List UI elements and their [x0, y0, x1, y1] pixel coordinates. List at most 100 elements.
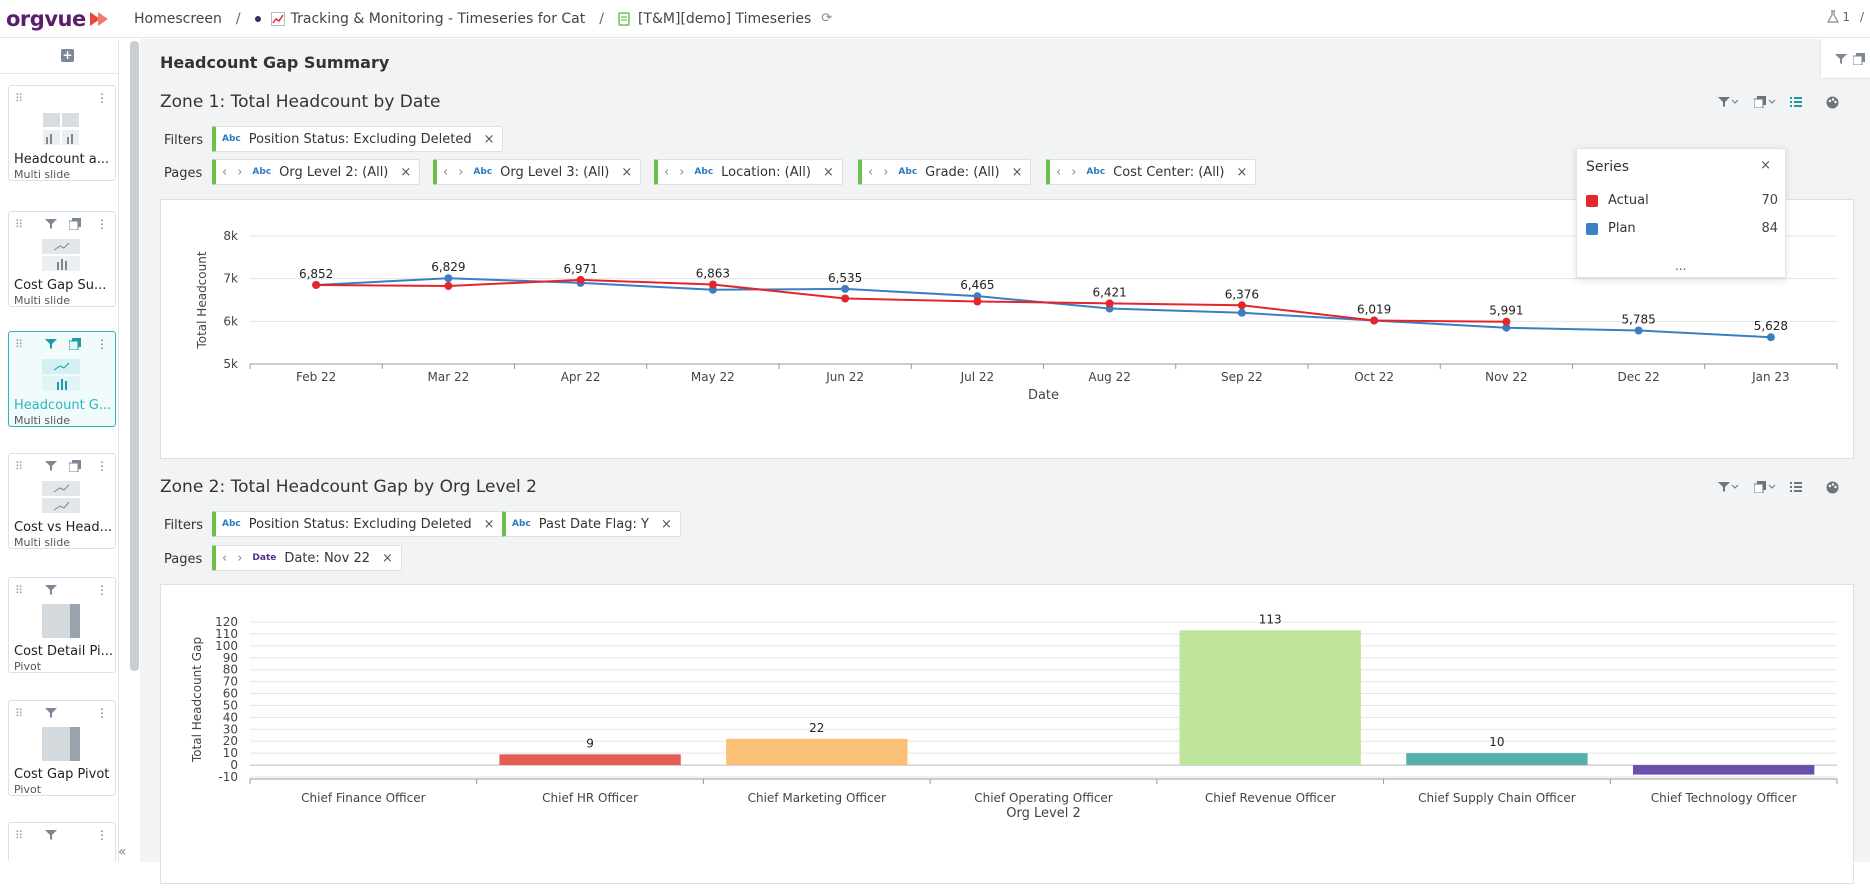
breadcrumb-project[interactable]: Tracking & Monitoring - Timeseries for C… — [254, 10, 586, 27]
page-pill[interactable]: ‹ › Abc Cost Center: (All) × — [1046, 159, 1257, 185]
remove-filter-icon[interactable]: × — [660, 516, 672, 532]
legend-toggle[interactable] — [1790, 95, 1812, 109]
filter-icon[interactable] — [45, 707, 57, 719]
x-tick-label: Chief Marketing Officer — [748, 791, 886, 805]
panel-scrollbar[interactable] — [130, 41, 139, 671]
slide-card[interactable]: ⠿ ⋮ Cost Gap Su... Multi slide — [8, 211, 116, 307]
more-options-icon[interactable]: ⋮ — [96, 583, 108, 597]
breadcrumb-dataset[interactable]: [T&M][demo] Timeseries ⟳ — [618, 11, 832, 27]
slide-card[interactable]: ⠿ ⋮ Cost Detail Pi... Pivot — [8, 577, 116, 673]
remove-page-icon[interactable]: × — [1011, 164, 1023, 180]
slide-card[interactable]: ⠿ ⋮ Headcount a... Multi slide — [8, 85, 116, 181]
copy-icon[interactable] — [69, 460, 81, 472]
filter-icon[interactable] — [45, 338, 57, 350]
collapse-panel-icon[interactable]: « — [118, 844, 127, 860]
next-page-icon[interactable]: › — [883, 164, 889, 180]
zone2-toolbar — [1718, 480, 1848, 494]
palette-button[interactable] — [1826, 480, 1848, 494]
zone-copy-menu[interactable] — [1754, 480, 1776, 494]
x-tick-label: Apr 22 — [561, 370, 601, 384]
filter-icon[interactable] — [45, 829, 57, 841]
more-options-icon[interactable]: ⋮ — [96, 217, 108, 231]
zone-filter-menu[interactable] — [1718, 480, 1740, 494]
slide-card[interactable]: ⠿ ⋮ Cost Gap Pivot Pivot — [8, 700, 116, 796]
prev-page-icon[interactable]: ‹ — [868, 164, 874, 180]
more-options-icon[interactable]: ⋮ — [96, 828, 108, 842]
remove-filter-icon[interactable]: × — [483, 131, 495, 147]
zone-filter-menu[interactable] — [1718, 95, 1740, 109]
page-pill[interactable]: ‹ › Abc Grade: (All) × — [858, 159, 1032, 185]
x-tick-label: Oct 22 — [1354, 370, 1394, 384]
filter-pill[interactable]: Abc Position Status: Excluding Deleted × — [212, 126, 504, 152]
breadcrumb-project-label: Tracking & Monitoring - Timeseries for C… — [290, 10, 586, 27]
orgvue-logo[interactable]: orgvue — [6, 7, 116, 31]
drag-handle-icon[interactable]: ⠿ — [15, 707, 23, 720]
refresh-icon[interactable]: ⟳ — [821, 11, 833, 26]
prev-page-icon[interactable]: ‹ — [222, 550, 228, 566]
data-point-actual — [1105, 299, 1114, 308]
user-count: 1 — [1842, 10, 1850, 24]
prev-page-icon[interactable]: ‹ — [222, 164, 228, 180]
remove-page-icon[interactable]: × — [400, 164, 412, 180]
bar-data-label: 10 — [1489, 735, 1504, 749]
page-title: Headcount Gap Summary — [160, 53, 390, 72]
series-item-actual[interactable]: Actual 70 — [1586, 193, 1778, 208]
more-options-icon[interactable]: ⋮ — [96, 91, 108, 105]
more-options-icon[interactable]: ⋮ — [96, 337, 108, 351]
page-pill[interactable]: ‹ › Abc Org Level 2: (All) × — [212, 159, 421, 185]
drag-handle-icon[interactable]: ⠿ — [15, 829, 23, 842]
close-icon[interactable]: × — [1760, 158, 1771, 173]
page-pill[interactable]: ‹ › Abc Location: (All) × — [654, 159, 843, 185]
filter-pill[interactable]: Abc Position Status: Excluding Deleted × — [212, 511, 504, 537]
more-series-icon[interactable]: ... — [1675, 259, 1687, 273]
main-canvas: Headcount Gap Summary Zone 1: Total Head… — [140, 39, 1870, 884]
filter-pill[interactable]: Abc Past Date Flag: Y × — [502, 511, 681, 537]
next-page-icon[interactable]: › — [679, 164, 685, 180]
more-options-icon[interactable]: ⋮ — [96, 459, 108, 473]
add-slide-button[interactable]: + — [61, 48, 74, 62]
y-tick-label: 7k — [223, 272, 238, 286]
copy-icon[interactable] — [69, 338, 81, 350]
slide-card[interactable]: ⠿ ⋮ — [8, 822, 116, 862]
prev-page-icon[interactable]: ‹ — [664, 164, 670, 180]
filter-icon[interactable] — [45, 218, 57, 230]
slide-card-active[interactable]: ⠿ ⋮ Headcount G... Multi slide — [8, 331, 116, 427]
remove-page-icon[interactable]: × — [1236, 164, 1248, 180]
remove-page-icon[interactable]: × — [382, 550, 393, 566]
legend-list-icon — [1790, 482, 1802, 492]
next-page-icon[interactable]: › — [237, 164, 243, 180]
logo-arrow-icon — [89, 11, 108, 26]
filter-icon[interactable] — [45, 584, 57, 596]
x-tick-label: Feb 22 — [296, 370, 336, 384]
slide-card-type: Pivot — [14, 660, 42, 673]
breadcrumb-home[interactable]: Homescreen — [134, 10, 222, 27]
y-tick-label: 80 — [223, 663, 238, 677]
palette-button[interactable] — [1826, 95, 1848, 109]
next-page-icon[interactable]: › — [458, 164, 464, 180]
page-pill[interactable]: ‹ › Date Date: Nov 22 × — [212, 545, 402, 571]
flask-icon[interactable] — [1826, 10, 1840, 24]
copy-icon[interactable] — [1853, 53, 1865, 65]
slide-card[interactable]: ⠿ ⋮ Cost vs Head... Multi slide — [8, 453, 116, 549]
remove-filter-icon[interactable]: × — [483, 516, 495, 532]
prev-page-icon[interactable]: ‹ — [443, 164, 449, 180]
series-line-plan — [316, 277, 1771, 339]
drag-handle-icon[interactable]: ⠿ — [15, 584, 23, 597]
copy-icon[interactable] — [69, 218, 81, 230]
remove-page-icon[interactable]: × — [621, 164, 633, 180]
filter-icon[interactable] — [1835, 53, 1847, 65]
next-page-icon[interactable]: › — [237, 550, 243, 566]
more-options-icon[interactable]: ⋮ — [96, 706, 108, 720]
series-item-plan[interactable]: Plan 84 — [1586, 221, 1778, 236]
drag-handle-icon[interactable]: ⠿ — [15, 460, 23, 473]
filter-icon[interactable] — [45, 460, 57, 472]
legend-toggle[interactable] — [1790, 480, 1812, 494]
drag-handle-icon[interactable]: ⠿ — [15, 338, 23, 351]
drag-handle-icon[interactable]: ⠿ — [15, 218, 23, 231]
remove-page-icon[interactable]: × — [822, 164, 834, 180]
prev-page-icon[interactable]: ‹ — [1056, 164, 1062, 180]
page-pill[interactable]: ‹ › Abc Org Level 3: (All) × — [433, 159, 642, 185]
next-page-icon[interactable]: › — [1071, 164, 1077, 180]
drag-handle-icon[interactable]: ⠿ — [15, 92, 23, 105]
zone-copy-menu[interactable] — [1754, 95, 1776, 109]
